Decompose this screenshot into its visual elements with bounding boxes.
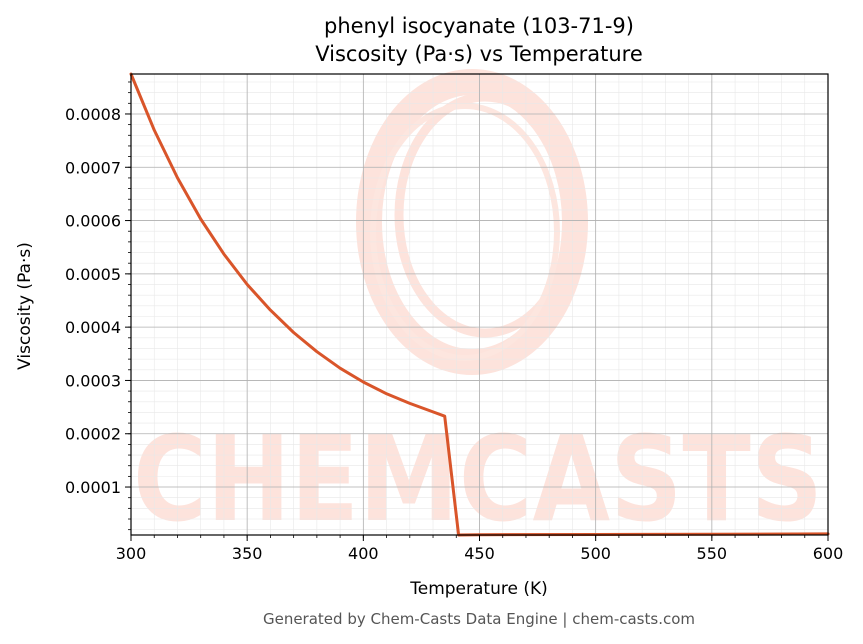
x-tick-label: 500 — [580, 544, 611, 563]
watermark-text: CHEMCASTS — [133, 410, 823, 548]
y-tick-label: 0.0001 — [65, 478, 121, 497]
y-tick-label: 0.0002 — [65, 425, 121, 444]
x-tick-label: 450 — [464, 544, 495, 563]
axis-ticks — [125, 81, 829, 541]
footer-credit: Generated by Chem-Casts Data Engine | ch… — [263, 610, 695, 628]
x-axis-label: Temperature (K) — [409, 579, 548, 599]
x-tick-label: 350 — [232, 544, 263, 563]
y-tick-label: 0.0008 — [65, 105, 121, 124]
y-tick-label: 0.0007 — [65, 158, 121, 177]
y-tick-label: 0.0004 — [65, 318, 121, 337]
watermark-logo-circle — [356, 69, 588, 375]
chart-title: phenyl isocyanate (103-71-9) — [324, 14, 634, 38]
chart-subtitle: Viscosity (Pa·s) vs Temperature — [315, 42, 643, 66]
y-tick-labels: 0.0001 0.0002 0.0003 0.0004 0.0005 0.0006 0.00… — [65, 105, 121, 497]
y-tick-label: 0.0006 — [65, 212, 121, 231]
x-tick-label: 300 — [116, 544, 147, 563]
x-tick-labels: 300 350 400 450 500 550 600 — [116, 544, 844, 563]
y-axis-label: Viscosity (Pa·s) — [15, 242, 35, 370]
y-tick-label: 0.0005 — [65, 265, 121, 284]
x-tick-label: 400 — [348, 544, 379, 563]
watermark: CHEMCASTS — [133, 69, 823, 548]
y-tick-label: 0.0003 — [65, 371, 121, 390]
x-tick-label: 550 — [697, 544, 728, 563]
x-tick-label: 600 — [813, 544, 844, 563]
